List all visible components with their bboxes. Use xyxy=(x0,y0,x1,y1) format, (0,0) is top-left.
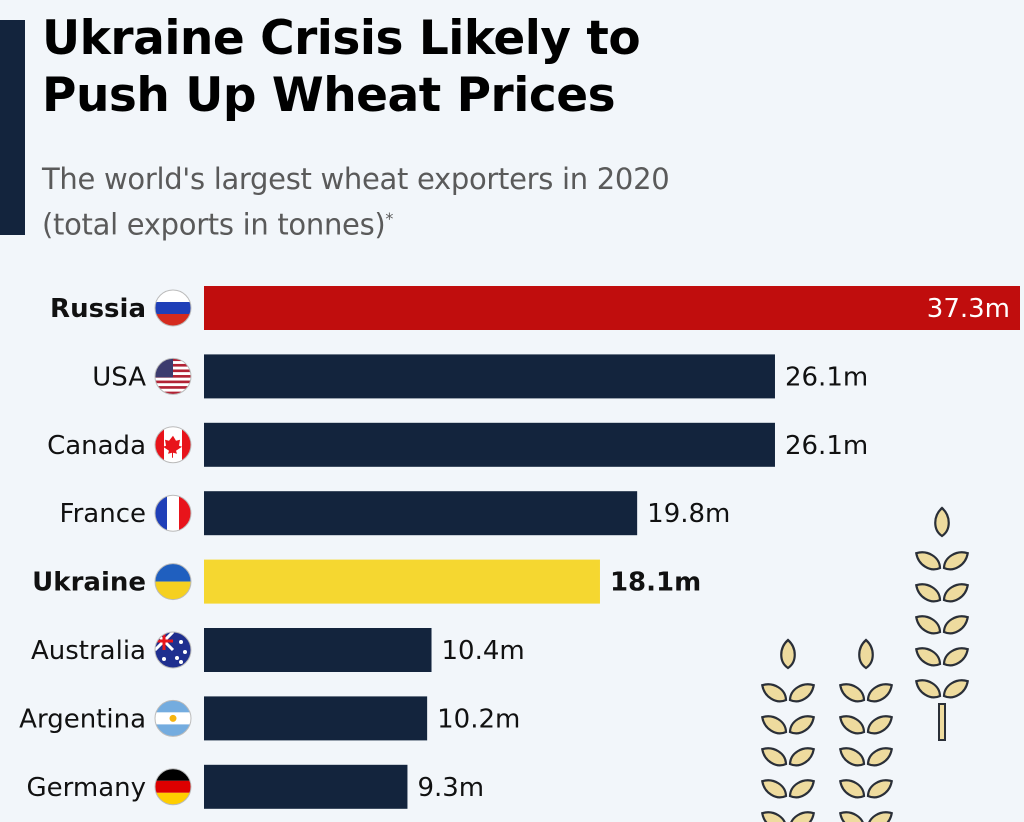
bar-row-france: France 19.8m xyxy=(60,491,730,536)
bar-row-australia: Australia 10.4m xyxy=(31,628,525,672)
category-label: USA xyxy=(92,362,146,392)
category-label: France xyxy=(60,499,146,529)
title-line-2: Push Up Wheat Prices xyxy=(42,68,616,123)
category-label: Russia xyxy=(50,294,146,324)
bar-russia xyxy=(204,286,1020,330)
category-label: Canada xyxy=(47,431,146,461)
germany-flag-icon xyxy=(155,768,191,805)
wheat-icon xyxy=(761,638,815,822)
category-label: Ukraine xyxy=(32,568,146,598)
data-label: 9.3m xyxy=(417,773,484,803)
data-label: 26.1m xyxy=(785,431,868,461)
bar-canada xyxy=(204,422,775,467)
data-label: 26.1m xyxy=(785,362,868,392)
category-label: Argentina xyxy=(19,704,146,734)
subtitle-text: (total exports in tonnes) xyxy=(42,207,386,242)
argentina-flag-icon xyxy=(155,700,191,737)
footnote-mark: * xyxy=(385,209,394,228)
canada-flag-icon xyxy=(155,426,191,463)
bar-usa xyxy=(204,354,775,399)
bar-row-ukraine: Ukraine 18.1m xyxy=(32,559,701,604)
title-line-1: Ukraine Crisis Likely to xyxy=(42,11,641,66)
bar-france xyxy=(204,491,638,536)
wheat-icon xyxy=(915,506,969,741)
chart-title: Ukraine Crisis Likely to Push Up Wheat P… xyxy=(42,10,1012,124)
bar-germany xyxy=(204,764,408,809)
bar-australia xyxy=(204,628,432,672)
data-label: 10.4m xyxy=(442,636,525,666)
bar-ukraine xyxy=(204,559,600,604)
russia-flag-icon xyxy=(155,290,191,326)
data-label: 37.3m xyxy=(927,294,1010,324)
data-label: 19.8m xyxy=(647,499,730,529)
bar-row-argentina: Argentina 10.2m xyxy=(19,696,520,741)
chart-subtitle: The world's largest wheat exporters in 2… xyxy=(42,160,670,245)
bar-argentina xyxy=(204,696,428,741)
title-accent-bar xyxy=(0,20,25,235)
france-flag-icon xyxy=(155,495,191,532)
wheat-icon xyxy=(839,638,893,822)
bar-row-germany: Germany 9.3m xyxy=(26,764,484,809)
ukraine-flag-icon xyxy=(155,563,191,600)
data-label: 10.2m xyxy=(437,704,520,734)
subtitle-line-1: The world's largest wheat exporters in 2… xyxy=(42,162,670,196)
bar-row-canada: Canada 26.1m xyxy=(47,422,868,467)
data-label: 18.1m xyxy=(610,568,701,598)
bar-row-usa: USA 26.1m xyxy=(92,354,868,399)
category-label: Australia xyxy=(31,636,146,666)
subtitle-line-2: (total exports in tonnes)* xyxy=(42,199,669,245)
category-label: Germany xyxy=(26,773,146,803)
bar-row-russia: Russia 37.3m xyxy=(50,286,1020,330)
australia-flag-icon xyxy=(155,632,191,668)
